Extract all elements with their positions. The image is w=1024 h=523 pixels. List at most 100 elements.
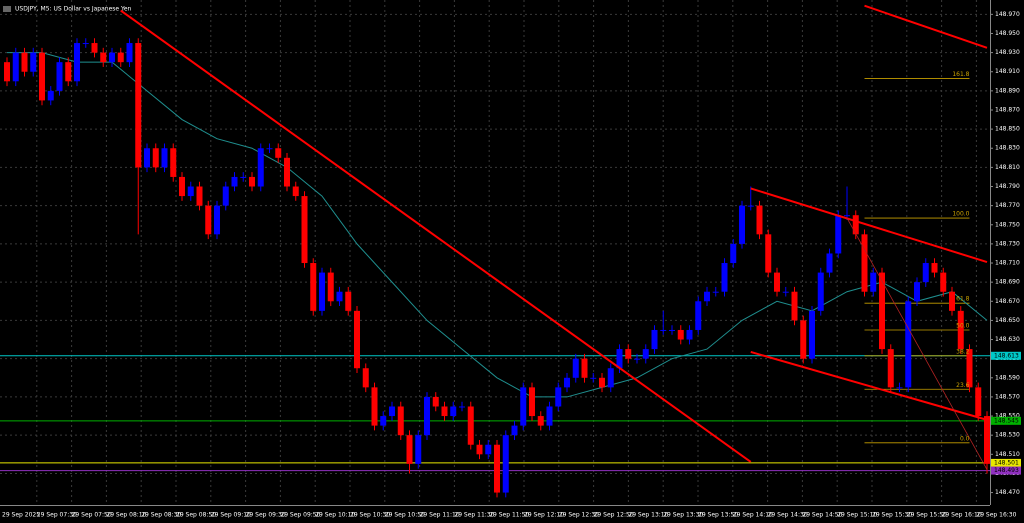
y-tick-label: 148.650	[995, 317, 1020, 324]
candle-body	[100, 52, 107, 63]
candle-body	[572, 358, 579, 378]
candle-body	[467, 406, 474, 445]
candle-body	[922, 263, 929, 283]
candle-body	[966, 349, 973, 388]
candle-body	[240, 176, 247, 178]
candle-body	[879, 272, 885, 350]
candle-body	[537, 416, 544, 426]
candle-body	[406, 435, 413, 464]
x-tick-label: 29 Sep 10:50	[385, 512, 425, 519]
candle-body	[144, 148, 150, 168]
candle-body	[117, 52, 124, 63]
price-label-box	[991, 466, 1021, 475]
candle-body	[397, 406, 404, 436]
candle-body	[257, 148, 264, 187]
candle-body	[852, 215, 859, 235]
price-label-box	[991, 416, 1021, 425]
candle-body	[809, 310, 815, 359]
candle-body	[511, 425, 518, 436]
candle-body	[345, 291, 352, 311]
candle-body	[677, 329, 684, 340]
candle-body	[712, 291, 719, 293]
trend-line	[864, 4, 988, 49]
price-label: 148.493	[994, 467, 1019, 474]
x-tick-label: 29 Sep 11:10	[420, 512, 460, 519]
x-tick-label: 29 Sep 11:50	[489, 512, 529, 519]
candle-body	[196, 186, 203, 206]
candle-body	[835, 215, 842, 254]
candle-body	[756, 205, 763, 235]
x-tick-label: 29 Sep 15:50	[907, 512, 947, 519]
candle-body	[266, 148, 273, 150]
candle-body	[415, 435, 422, 464]
x-tick-label: 29 Sep 10:10	[315, 512, 355, 519]
y-tick-label: 148.810	[995, 164, 1020, 171]
x-tick-label: 29 Sep 12:30	[559, 512, 599, 519]
price-label-box	[991, 351, 1021, 360]
price-label: 148.545	[994, 417, 1019, 424]
x-tick-label: 29 Sep 08:10	[106, 512, 146, 519]
candle-body	[284, 157, 290, 187]
fib-label: 0.0	[960, 435, 970, 442]
candle-body	[765, 234, 772, 273]
candle-body	[721, 263, 728, 292]
candle-body	[310, 263, 317, 311]
candle-body	[362, 368, 369, 388]
candle-body	[844, 215, 850, 217]
candle-body	[12, 52, 19, 82]
candle-body	[82, 43, 89, 45]
candle-body	[179, 176, 185, 197]
x-tick-label: 29 Sep 16:30	[976, 512, 1016, 519]
candle-body	[896, 387, 903, 389]
candle-body	[74, 43, 80, 82]
candle-body	[21, 52, 28, 72]
candle-body	[109, 52, 115, 63]
y-tick-label: 148.790	[995, 183, 1020, 190]
candle-body	[249, 176, 255, 187]
y-tick-label: 148.890	[995, 87, 1020, 94]
x-tick-label: 29 Sep 13:30	[663, 512, 703, 519]
candle-body	[485, 444, 492, 455]
candle-body	[704, 291, 710, 302]
candle-body	[494, 444, 500, 493]
candle-body	[590, 377, 597, 379]
x-tick-label: 29 Sep 08:50	[176, 512, 216, 519]
candle-body	[187, 186, 194, 197]
candle-body	[441, 406, 448, 417]
fib-label: 38.2	[956, 348, 970, 355]
candle-body	[975, 387, 982, 417]
candle-body	[520, 387, 527, 426]
candle-body	[564, 377, 570, 388]
candle-body	[275, 148, 282, 158]
candle-body	[642, 349, 649, 359]
candle-body	[502, 435, 509, 493]
candle-body	[170, 148, 177, 177]
candle-body	[957, 310, 964, 350]
candle-body	[634, 358, 640, 360]
candle-body	[327, 272, 334, 302]
candle-body	[774, 272, 780, 292]
x-tick-label: 29 Sep 14:30	[768, 512, 808, 519]
x-tick-label: 29 Sep 13:50	[698, 512, 738, 519]
candle-body	[214, 205, 220, 235]
y-tick-label: 148.950	[995, 30, 1020, 37]
y-tick-label: 148.510	[995, 451, 1020, 458]
symbol-icon	[3, 6, 11, 12]
candle-body	[205, 205, 212, 235]
candle-body	[529, 387, 535, 417]
trend-line	[750, 351, 988, 421]
fib-label: 100.0	[952, 211, 969, 218]
y-tick-label: 148.470	[995, 489, 1020, 496]
x-tick-label: 29 Sep 2025	[2, 512, 40, 519]
candle-body	[616, 349, 623, 369]
candle-body	[791, 291, 798, 321]
price-label: 148.613	[994, 352, 1019, 359]
candle-body	[336, 291, 343, 302]
y-tick-label: 148.830	[995, 145, 1020, 152]
candle-body	[669, 329, 675, 331]
candle-body	[424, 396, 430, 436]
candle-body	[914, 282, 920, 302]
y-tick-label: 148.570	[995, 393, 1020, 400]
candle-body	[861, 234, 868, 292]
